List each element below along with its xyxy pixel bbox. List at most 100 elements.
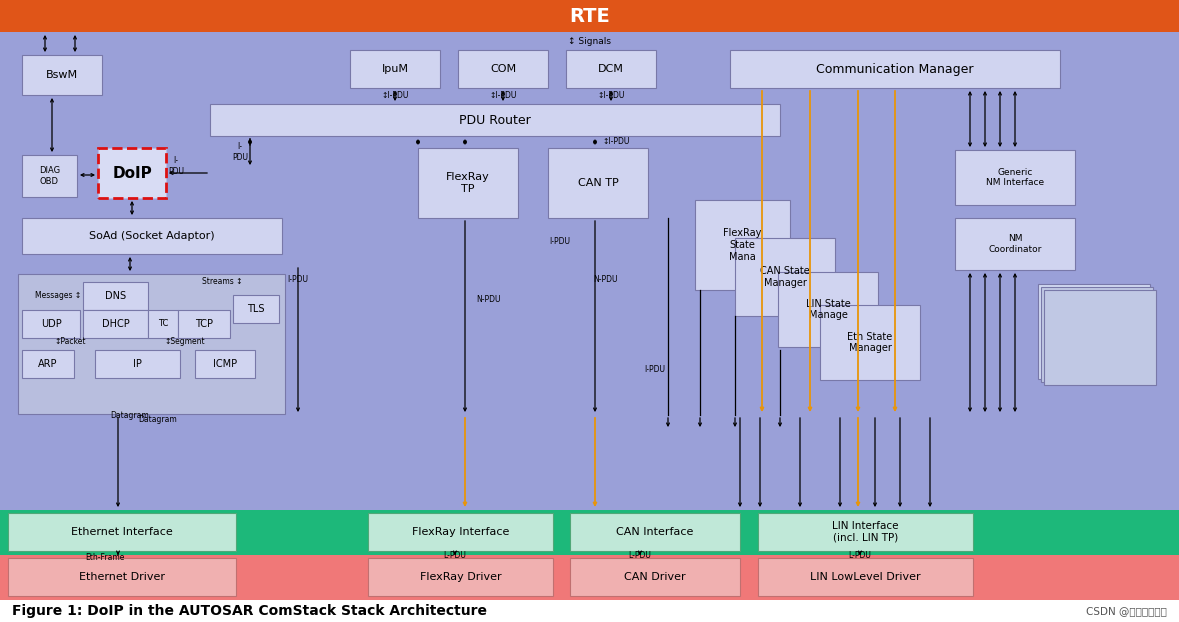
Bar: [419, 148, 518, 218]
Text: ↕Packet: ↕Packet: [54, 338, 86, 346]
Bar: [149, 310, 178, 338]
Bar: [233, 295, 279, 323]
Bar: [0, 32, 1179, 510]
Bar: [22, 218, 282, 254]
Text: UDP: UDP: [40, 319, 61, 329]
Text: N-PDU: N-PDU: [476, 295, 501, 305]
Text: NM
Coordinator: NM Coordinator: [988, 234, 1042, 254]
Bar: [778, 272, 878, 347]
Text: TLS: TLS: [248, 304, 265, 314]
Bar: [1038, 284, 1150, 379]
Bar: [758, 513, 973, 551]
Text: ↕Segment: ↕Segment: [165, 338, 205, 346]
Text: COM: COM: [490, 64, 516, 74]
Text: CAN State
Manager: CAN State Manager: [760, 266, 810, 288]
Text: Datagram: Datagram: [110, 411, 149, 419]
Bar: [22, 55, 103, 95]
Bar: [694, 200, 790, 290]
Bar: [569, 558, 740, 596]
Text: ↕I-PDU: ↕I-PDU: [489, 91, 516, 101]
Bar: [178, 310, 230, 338]
Bar: [955, 218, 1075, 270]
Bar: [0, 510, 1179, 555]
Bar: [0, 555, 1179, 600]
Text: Eth-Frame: Eth-Frame: [85, 552, 125, 562]
Bar: [569, 513, 740, 551]
Bar: [350, 50, 440, 88]
Text: ↕I-PDU: ↕I-PDU: [381, 91, 409, 101]
Text: Figure 1: DoIP in the AUTOSAR ComStack Stack Architecture: Figure 1: DoIP in the AUTOSAR ComStack S…: [12, 604, 487, 618]
Text: I-PDU: I-PDU: [645, 366, 665, 374]
Text: FlexRay
State
Mana: FlexRay State Mana: [723, 228, 762, 262]
Text: Communication Manager: Communication Manager: [816, 62, 974, 75]
Bar: [368, 513, 553, 551]
Bar: [210, 104, 780, 136]
Bar: [735, 238, 835, 316]
Text: ↕ Signals: ↕ Signals: [568, 37, 611, 47]
Bar: [566, 50, 656, 88]
Bar: [98, 148, 166, 198]
Text: TC: TC: [158, 320, 169, 328]
Text: DIAG
OBD: DIAG OBD: [39, 166, 60, 186]
Bar: [368, 558, 553, 596]
Text: Ethernet Driver: Ethernet Driver: [79, 572, 165, 582]
Text: Messages ↕: Messages ↕: [35, 290, 81, 300]
Text: SoAd (Socket Adaptor): SoAd (Socket Adaptor): [90, 231, 215, 241]
Bar: [18, 274, 285, 414]
Text: TCP: TCP: [195, 319, 213, 329]
Text: ↕I-PDU: ↕I-PDU: [598, 91, 625, 101]
Bar: [955, 150, 1075, 205]
Bar: [22, 350, 74, 378]
Bar: [195, 350, 255, 378]
Bar: [758, 558, 973, 596]
Text: ↕I-PDU: ↕I-PDU: [602, 137, 630, 147]
Text: Streams ↕: Streams ↕: [202, 277, 242, 285]
Text: IP: IP: [133, 359, 141, 369]
Bar: [8, 558, 236, 596]
Text: DoIP: DoIP: [112, 165, 152, 180]
Text: LIN LowLevel Driver: LIN LowLevel Driver: [810, 572, 921, 582]
Text: Eth State
Manager: Eth State Manager: [848, 332, 893, 353]
Text: LIN State
Manage: LIN State Manage: [805, 299, 850, 320]
Text: I-
PDU: I- PDU: [232, 142, 248, 162]
Text: ICMP: ICMP: [213, 359, 237, 369]
Bar: [95, 350, 180, 378]
Bar: [1043, 290, 1155, 384]
Text: CSDN @大表哥汽车人: CSDN @大表哥汽车人: [1086, 606, 1167, 616]
Text: L-PDU: L-PDU: [849, 550, 871, 560]
Text: LIN Interface
(incl. LIN TP): LIN Interface (incl. LIN TP): [832, 521, 898, 543]
Text: FlexRay Driver: FlexRay Driver: [420, 572, 501, 582]
Text: CAN Driver: CAN Driver: [624, 572, 686, 582]
Bar: [457, 50, 548, 88]
Text: CAN Interface: CAN Interface: [617, 527, 693, 537]
Text: FlexRay Interface: FlexRay Interface: [411, 527, 509, 537]
Text: BswM: BswM: [46, 70, 78, 80]
Text: RTE: RTE: [569, 6, 610, 26]
Text: N-PDU: N-PDU: [594, 276, 618, 284]
Bar: [83, 282, 149, 310]
Text: UDP NM
Module: UDP NM Module: [1072, 321, 1117, 342]
Bar: [1041, 287, 1153, 382]
Bar: [821, 305, 920, 380]
Bar: [22, 155, 77, 197]
Text: I-PDU: I-PDU: [288, 276, 309, 284]
Bar: [8, 513, 236, 551]
Bar: [0, 0, 1179, 32]
Text: Datagram: Datagram: [138, 415, 177, 424]
Text: PDU Router: PDU Router: [459, 113, 531, 126]
Text: CAN TP: CAN TP: [578, 178, 618, 188]
Bar: [548, 148, 648, 218]
Bar: [83, 310, 149, 338]
Text: L-PDU: L-PDU: [628, 550, 652, 560]
Text: Ethernet Interface: Ethernet Interface: [71, 527, 173, 537]
Text: DHCP: DHCP: [101, 319, 130, 329]
Bar: [22, 310, 80, 338]
Bar: [0, 600, 1179, 622]
Text: ARP: ARP: [38, 359, 58, 369]
Text: Generic
NM Interface: Generic NM Interface: [986, 168, 1045, 187]
Text: I-PDU: I-PDU: [549, 238, 571, 246]
Text: FlexRay
TP: FlexRay TP: [446, 172, 490, 194]
Text: IpuM: IpuM: [382, 64, 408, 74]
Text: L-PDU: L-PDU: [443, 550, 467, 560]
Text: I-
PDU: I- PDU: [167, 156, 184, 175]
